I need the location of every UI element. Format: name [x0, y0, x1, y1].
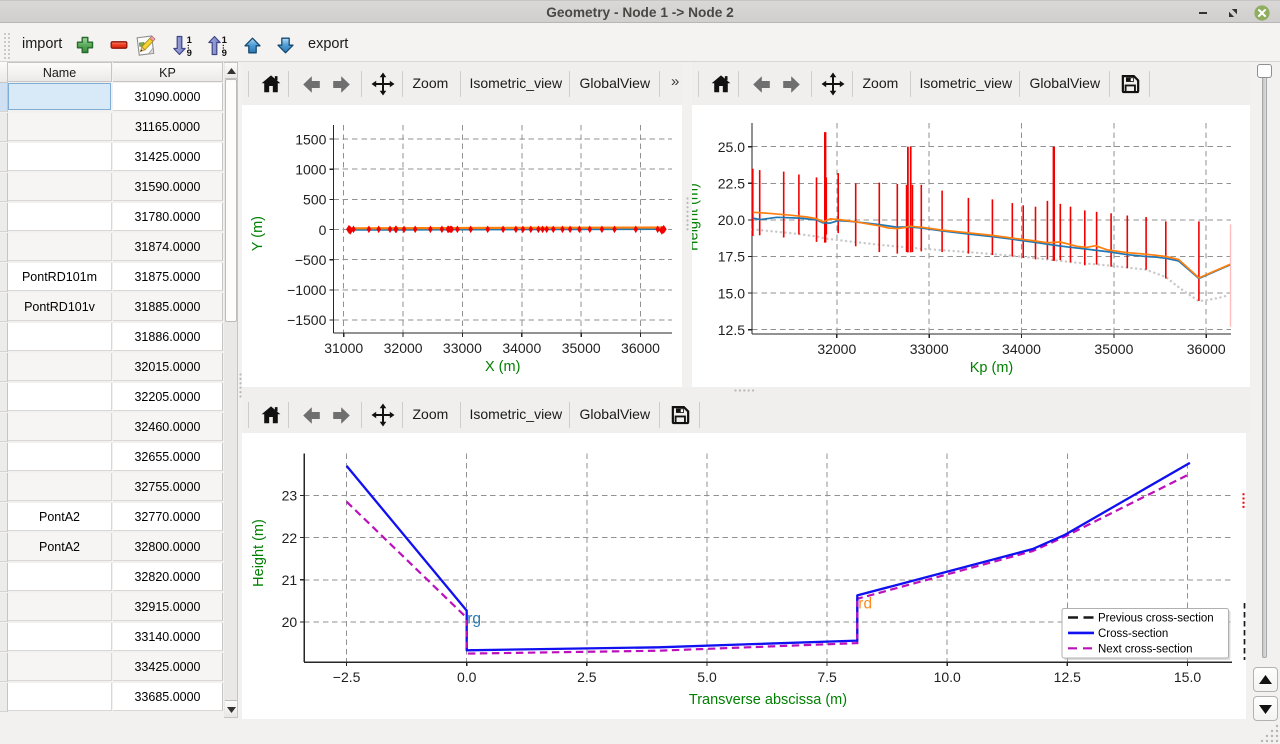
svg-text:9: 9: [187, 48, 192, 57]
svg-text:33000: 33000: [443, 340, 482, 356]
svg-text:15.0: 15.0: [718, 285, 745, 301]
svg-text:35000: 35000: [1094, 341, 1133, 357]
svg-text:32000: 32000: [384, 340, 423, 356]
svg-text:12.5: 12.5: [718, 322, 745, 338]
svg-text:9: 9: [222, 48, 227, 57]
svg-text:35000: 35000: [562, 340, 601, 356]
svg-text:21: 21: [282, 572, 298, 588]
svg-text:−500: −500: [295, 252, 327, 268]
svg-text:0.0: 0.0: [457, 669, 477, 685]
svg-text:X (m): X (m): [485, 359, 520, 375]
svg-text:Cross-section: Cross-section: [1098, 628, 1168, 640]
svg-text:−1000: −1000: [287, 282, 327, 298]
svg-text:15.0: 15.0: [1174, 669, 1201, 685]
svg-text:1500: 1500: [295, 131, 326, 147]
svg-text:−2.5: −2.5: [333, 669, 361, 685]
svg-text:36000: 36000: [621, 340, 660, 356]
svg-text:1: 1: [187, 35, 193, 46]
svg-text:Next cross-section: Next cross-section: [1098, 643, 1193, 655]
svg-text:7.5: 7.5: [817, 669, 837, 685]
svg-text:17.5: 17.5: [718, 249, 745, 265]
svg-text:22.5: 22.5: [718, 176, 745, 192]
svg-text:1: 1: [222, 35, 228, 46]
svg-text:1000: 1000: [295, 162, 326, 178]
svg-text:36000: 36000: [1187, 341, 1226, 357]
svg-text:5.0: 5.0: [697, 669, 717, 685]
svg-text:Kp (m): Kp (m): [970, 360, 1014, 376]
svg-text:23: 23: [282, 488, 298, 504]
svg-text:12.5: 12.5: [1054, 669, 1081, 685]
svg-text:22: 22: [282, 530, 298, 546]
svg-text:Transverse abscissa (m): Transverse abscissa (m): [689, 692, 847, 708]
svg-text:−1500: −1500: [287, 312, 327, 328]
svg-text:rd: rd: [858, 595, 872, 612]
svg-text:33000: 33000: [910, 341, 949, 357]
svg-text:500: 500: [303, 192, 327, 208]
svg-text:20: 20: [282, 614, 298, 630]
svg-text:34000: 34000: [502, 340, 541, 356]
svg-text:34000: 34000: [1002, 341, 1041, 357]
svg-text:25.0: 25.0: [718, 139, 745, 155]
svg-text:rg: rg: [467, 611, 481, 628]
svg-text:Previous cross-section: Previous cross-section: [1098, 613, 1214, 625]
svg-text:Y (m): Y (m): [250, 216, 266, 251]
svg-text:31000: 31000: [324, 340, 363, 356]
svg-text:0: 0: [319, 222, 327, 238]
svg-text:Height (m): Height (m): [251, 519, 267, 587]
svg-text:20.0: 20.0: [718, 212, 745, 228]
svg-text:2.5: 2.5: [577, 669, 597, 685]
svg-text:32000: 32000: [817, 341, 856, 357]
svg-text:10.0: 10.0: [934, 669, 961, 685]
svg-text:Height (m): Height (m): [692, 183, 702, 251]
